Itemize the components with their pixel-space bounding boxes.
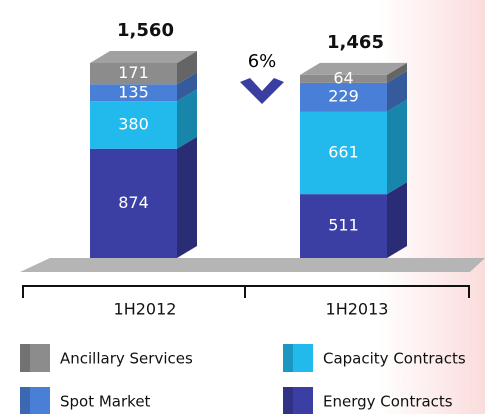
bar-side (387, 70, 407, 112)
legend-swatch-shade (20, 387, 30, 414)
bar-segment (300, 194, 387, 258)
category-label: 1H2012 (114, 300, 177, 319)
bar-segment (90, 84, 177, 102)
bar-segment (300, 74, 387, 83)
legend-swatch-shade (283, 344, 293, 372)
bar-side (387, 182, 407, 258)
segment-label: 171 (118, 63, 149, 82)
segment-label: 229 (328, 87, 359, 106)
change-annotation: 6% (248, 51, 277, 72)
floor (20, 258, 485, 272)
bar-side (177, 89, 197, 149)
bar-segment (300, 82, 387, 112)
bar-top (300, 62, 407, 75)
legend-swatch (283, 344, 313, 372)
bar-segment (90, 148, 177, 258)
legend-label: Spot Market (60, 393, 151, 411)
axis (22, 285, 470, 298)
segment-label: 661 (328, 142, 359, 161)
bar-segment (90, 63, 177, 85)
bar-side (177, 51, 197, 85)
segment-label: 380 (118, 115, 149, 134)
bar-segment (300, 111, 387, 195)
segment-label: 511 (328, 216, 359, 235)
bar-side (387, 62, 407, 83)
bar-segment (90, 101, 177, 149)
legend-swatch (283, 387, 313, 414)
legend-swatch-shade (20, 344, 30, 372)
legend-swatch-shade (283, 387, 293, 414)
down-arrow (240, 78, 284, 104)
segment-label: 64 (333, 68, 353, 87)
bar-side (177, 72, 197, 102)
total-label: 1,560 (117, 20, 174, 41)
category-label: 1H2013 (326, 300, 389, 319)
legend-label: Ancillary Services (60, 350, 193, 368)
bar-top (90, 51, 197, 63)
segment-label: 874 (118, 193, 149, 212)
bar-side (387, 99, 407, 195)
legend-swatch (20, 344, 50, 372)
legend-label: Energy Contracts (323, 393, 453, 411)
legend-label: Capacity Contracts (323, 350, 466, 368)
segment-label: 135 (118, 82, 149, 101)
legend-swatch (20, 387, 50, 414)
total-label: 1,465 (327, 32, 384, 53)
bar-side (177, 136, 197, 258)
